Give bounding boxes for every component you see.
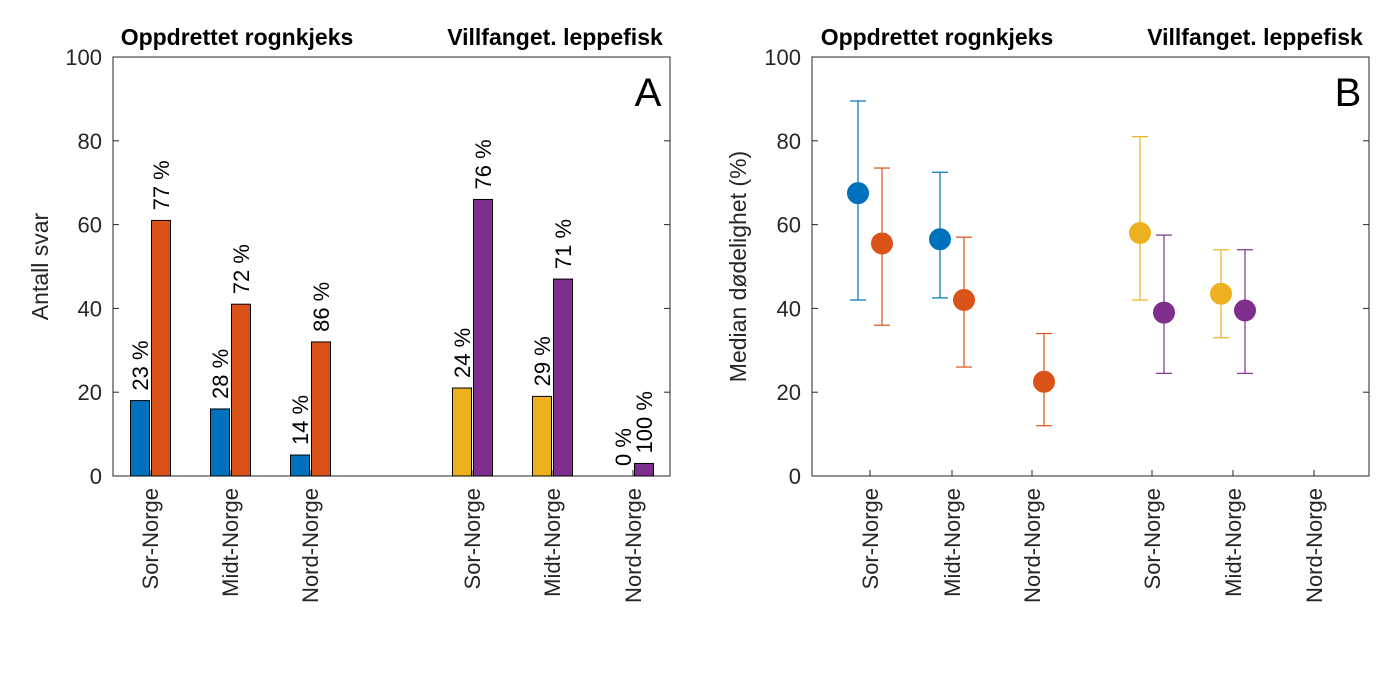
a-bar-value-label: 23 %: [128, 340, 153, 390]
a-bar: [290, 454, 310, 477]
b-median-point: [1033, 370, 1055, 393]
b-median-point: [929, 228, 951, 251]
panel-a-bar-chart: 0 20 40 60 80 100 Sor-Norge Midt-Norge Nord-Norg…: [27, 24, 671, 603]
b-x-tick-label: Sor-Norge: [1140, 488, 1165, 589]
a-y-tick-label: 0: [90, 464, 102, 489]
a-bar: [210, 408, 230, 477]
b-median-point: [1210, 282, 1232, 305]
a-y-tick-label: 20: [78, 380, 102, 405]
a-y-tick-label: 40: [78, 296, 102, 321]
a-bar-value-label: 71 %: [551, 219, 576, 269]
a-bar: [311, 341, 331, 477]
b-y-axis-label: Median dødelighet (%): [725, 151, 751, 382]
b-median-point: [1153, 301, 1175, 324]
a-y-tick-label: 60: [78, 213, 102, 238]
a-bar-value-label: 0 %: [611, 428, 636, 466]
a-x-tick-label: Nord-Norge: [621, 488, 646, 603]
b-x-tick-label: Sor-Norge: [858, 488, 883, 589]
b-y-tick-label: 40: [777, 296, 801, 321]
a-x-tick-label: Midt-Norge: [540, 488, 565, 597]
a-bar-value-label: 76 %: [471, 139, 496, 189]
a-x-tick-label: Nord-Norge: [298, 488, 323, 603]
a-bar: [151, 219, 171, 477]
a-y-tick-label: 80: [78, 129, 102, 154]
a-bar-value-label: 72 %: [229, 244, 254, 294]
a-x-tick-label: Midt-Norge: [218, 488, 243, 597]
a-panel-letter: A: [635, 71, 662, 115]
a-group-title: Villfanget. leppefisk: [447, 24, 663, 50]
a-group-title: Oppdrettet rognkjeks: [121, 24, 354, 50]
panel-b-error-bar-chart: 0 20 40 60 80 100 Sor-Norge Midt-Norge Nord-Norg…: [725, 24, 1370, 603]
a-bar: [452, 387, 472, 477]
b-y-tick-label: 60: [777, 213, 801, 238]
b-group-title: Oppdrettet rognkjeks: [821, 24, 1054, 50]
b-x-tick-label: Nord-Norge: [1302, 488, 1327, 603]
b-x-tick-label: Midt-Norge: [1221, 488, 1246, 597]
a-bar-value-label: 29 %: [530, 336, 555, 386]
a-bar: [532, 395, 552, 477]
a-y-tick-label: 100: [65, 45, 102, 70]
b-y-tick-label: 0: [789, 464, 801, 489]
a-bar: [634, 462, 654, 477]
b-median-point: [1129, 221, 1151, 244]
a-bar-value-label: 100 %: [632, 391, 657, 453]
b-group-title: Villfanget. leppefisk: [1147, 24, 1363, 50]
b-y-tick-label: 80: [777, 129, 801, 154]
a-x-tick-label: Sor-Norge: [138, 488, 163, 589]
b-median-point: [847, 182, 869, 205]
a-bar-value-label: 24 %: [450, 328, 475, 378]
a-x-tick-label: Sor-Norge: [460, 488, 485, 589]
a-bar: [130, 400, 150, 477]
a-bar: [553, 278, 573, 477]
b-x-tick-label: Midt-Norge: [940, 488, 965, 597]
b-y-tick-label: 100: [764, 45, 801, 70]
a-bar-value-label: 86 %: [309, 282, 334, 332]
b-median-point: [871, 232, 893, 255]
b-axes-box: [811, 56, 1370, 477]
a-bar-value-label: 28 %: [208, 349, 233, 399]
a-y-axis-label: Antall svar: [27, 212, 53, 320]
a-bar-value-label: 14 %: [288, 395, 313, 445]
a-bar: [231, 303, 251, 477]
b-x-tick-label: Nord-Norge: [1020, 488, 1045, 603]
b-panel-letter: B: [1335, 71, 1362, 115]
a-bar: [473, 198, 493, 477]
a-bar-value-label: 77 %: [149, 160, 174, 210]
b-median-point: [953, 289, 975, 312]
a-axes-box: [112, 56, 671, 477]
b-y-tick-label: 20: [777, 380, 801, 405]
b-median-point: [1234, 299, 1256, 322]
